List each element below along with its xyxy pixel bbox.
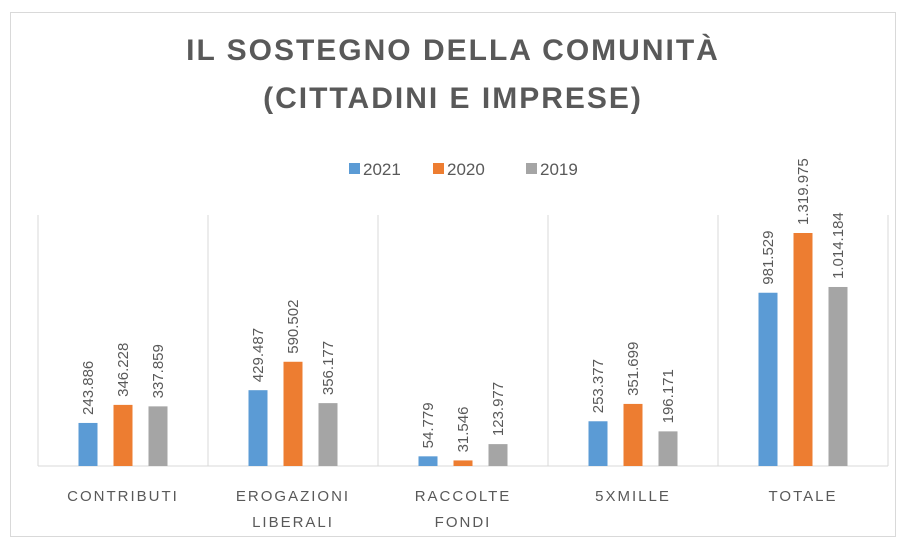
bar [658,431,678,466]
bar [623,403,643,466]
legend-swatch [526,163,537,174]
chart-title: IL SOSTEGNO DELLA COMUNITÀ [186,33,720,67]
value-label: 981.529 [760,231,777,285]
value-label: 243.886 [80,361,97,415]
bar [588,421,608,466]
bar [148,406,168,466]
bar [488,444,508,466]
value-label: 590.502 [285,300,302,354]
bar [758,292,778,466]
x-tick-label: EROGAZIONI LIBERALI [236,488,350,531]
bar [113,404,133,466]
legend-swatch [349,163,360,174]
value-label: 31.546 [455,407,472,453]
bar [78,422,98,466]
bar [828,286,848,466]
x-tick-label: RACCOLTE FONDI [415,488,512,531]
value-label: 196.171 [660,369,677,423]
bar [418,456,438,466]
bar [453,460,473,466]
bar [248,390,268,466]
value-label: 1.014.184 [830,212,847,279]
legend-swatch [433,163,444,174]
legend-label: 2020 [447,160,485,179]
value-label: 337.859 [150,344,167,398]
bar [793,233,813,466]
x-tick-label: TOTALE [769,488,838,505]
value-label: 351.699 [625,342,642,396]
value-label: 253.377 [590,359,607,413]
value-label: 1.319.975 [795,158,812,225]
x-tick-label: 5XMILLE [595,488,671,505]
value-label: 356.177 [320,341,337,395]
legend-label: 2021 [363,160,401,179]
x-tick-label: CONTRIBUTI [67,488,179,505]
legend-label: 2019 [540,160,578,179]
bar [318,403,338,466]
value-label: 54.779 [420,402,437,448]
bar [283,361,303,466]
value-label: 429.487 [250,328,267,382]
value-label: 123.977 [490,382,507,436]
value-label: 346.228 [115,343,132,397]
chart-title: (CITTADINI E IMPRESE) [263,82,643,115]
